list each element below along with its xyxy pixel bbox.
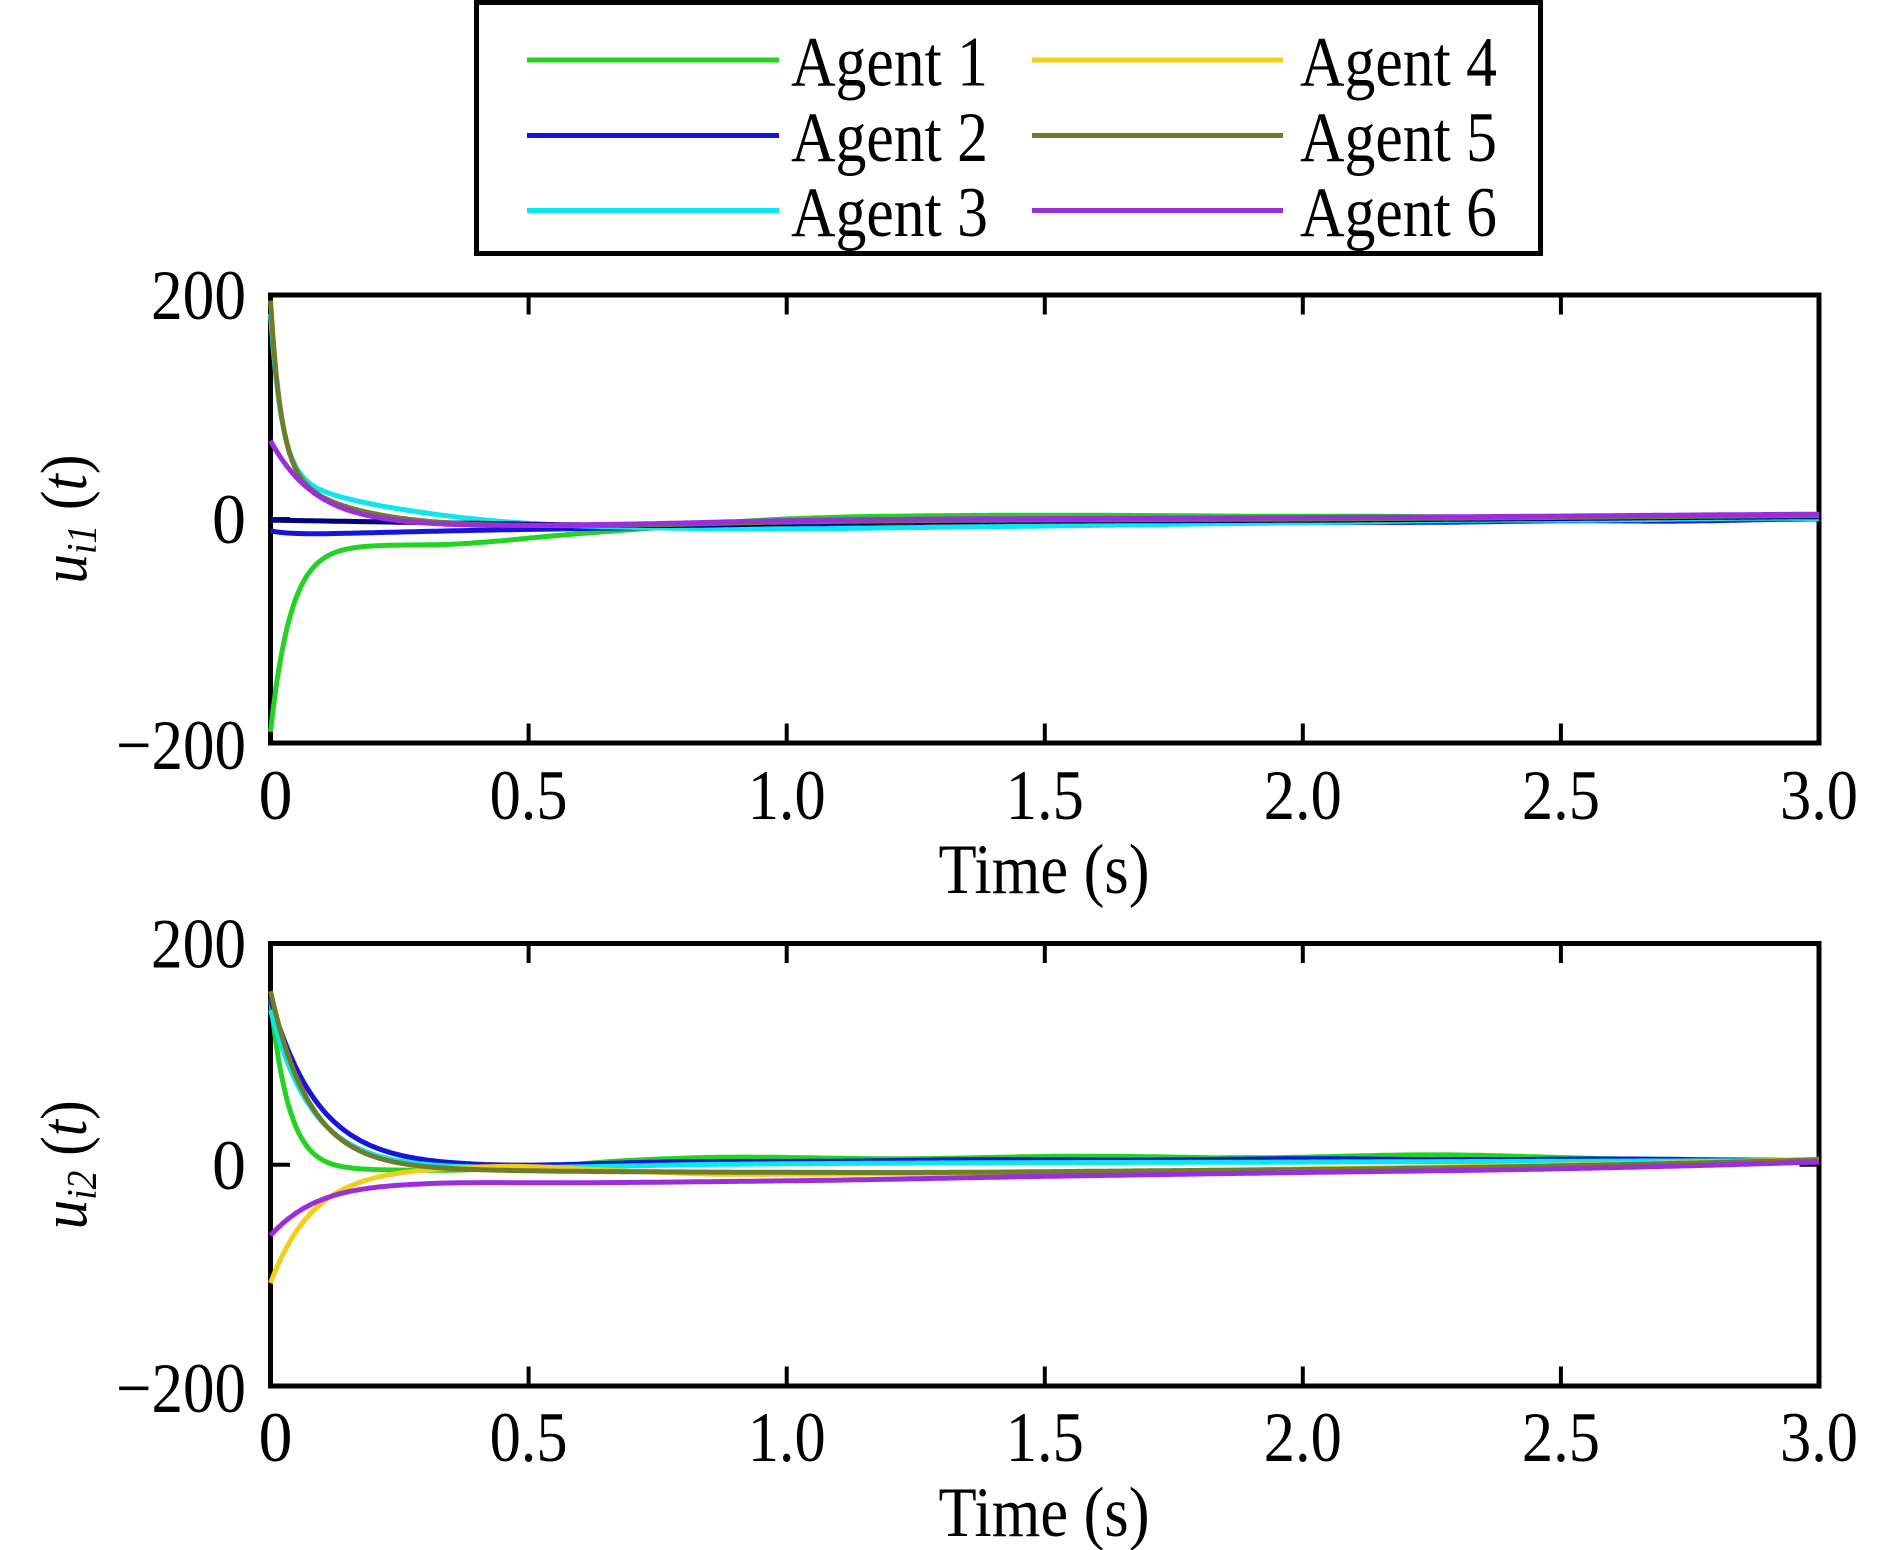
svg-text:0: 0 [212,481,246,559]
svg-text:2.0: 2.0 [1264,757,1342,835]
svg-text:1.0: 1.0 [748,1399,826,1477]
svg-text:−200: −200 [116,707,246,785]
svg-text:0: 0 [259,1399,293,1477]
svg-text:2.5: 2.5 [1522,757,1600,835]
svg-text:2.0: 2.0 [1264,1399,1342,1477]
svg-text:200: 200 [151,257,246,335]
svg-text:1.5: 1.5 [1006,757,1084,835]
svg-text:2.5: 2.5 [1522,1399,1600,1477]
svg-text:Agent 6: Agent 6 [1300,174,1497,252]
svg-text:ui2 (t): ui2 (t) [28,1100,106,1229]
svg-text:0: 0 [259,757,293,835]
svg-text:ui1 (t): ui1 (t) [28,455,106,584]
svg-text:Agent 5: Agent 5 [1300,99,1497,177]
svg-text:0: 0 [212,1127,246,1205]
svg-text:Agent 2: Agent 2 [791,99,988,177]
svg-text:Agent 3: Agent 3 [791,174,988,252]
svg-text:Time (s): Time (s) [939,831,1150,909]
svg-text:3.0: 3.0 [1780,1399,1858,1477]
svg-text:Agent 1: Agent 1 [791,24,988,102]
svg-text:0.5: 0.5 [490,1399,568,1477]
svg-text:Agent 4: Agent 4 [1300,24,1497,102]
svg-text:−200: −200 [116,1350,246,1428]
svg-text:3.0: 3.0 [1780,757,1858,835]
svg-text:200: 200 [151,906,246,984]
svg-text:Time (s): Time (s) [939,1474,1150,1550]
svg-text:1.0: 1.0 [748,757,826,835]
svg-text:1.5: 1.5 [1006,1399,1084,1477]
svg-text:0.5: 0.5 [490,757,568,835]
